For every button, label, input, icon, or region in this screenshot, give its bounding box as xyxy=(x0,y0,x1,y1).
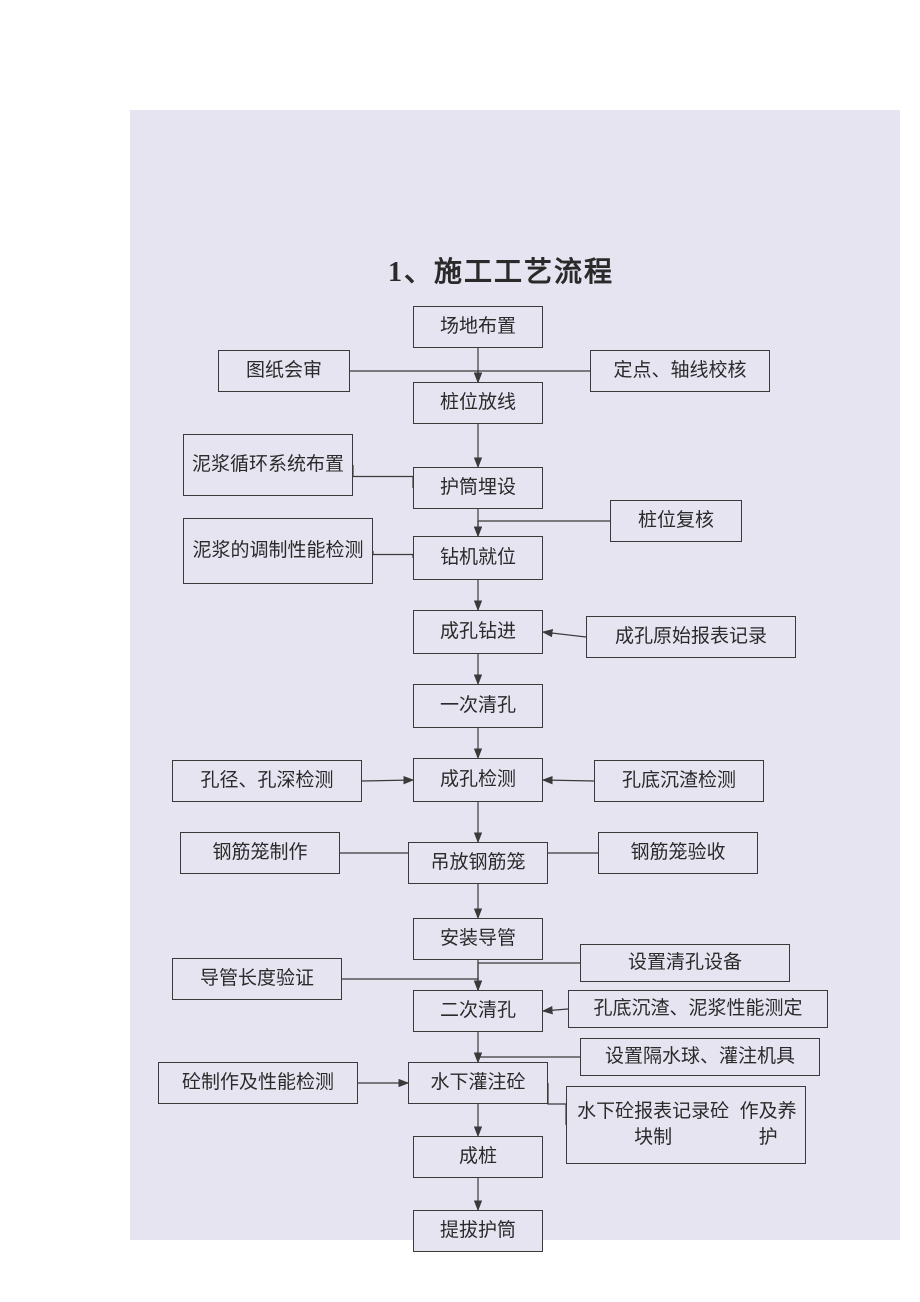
flow-node-n_drill: 成孔钻进 xyxy=(413,610,543,654)
flow-node-n_holecheck: 成孔检测 xyxy=(413,758,543,802)
flow-node-n_mudprop: 泥浆的调制性能检测 xyxy=(183,518,373,584)
flow-node-n_cageacc: 钢筋笼验收 xyxy=(598,832,758,874)
flow-node-n_pilecomp: 成桩 xyxy=(413,1136,543,1178)
flow-node-n_concprop: 砼制作及性能检测 xyxy=(158,1062,358,1104)
flow-node-n_cagemake: 钢筋笼制作 xyxy=(180,832,340,874)
flow-node-n_stakeout: 桩位放线 xyxy=(413,382,543,424)
flow-node-n_mudmeas: 孔底沉渣、泥浆性能测定 xyxy=(568,990,828,1028)
flow-node-n_fixcheck: 定点、轴线校核 xyxy=(590,350,770,392)
flow-node-n_casing: 护筒埋设 xyxy=(413,467,543,509)
flow-node-n_mudsys: 泥浆循环系统布置 xyxy=(183,434,353,496)
flow-node-n_clean2: 二次清孔 xyxy=(413,990,543,1032)
flow-node-n_cagedrop: 吊放钢筋笼 xyxy=(408,842,548,884)
flow-node-n_plug: 设置隔水球、灌注机具 xyxy=(580,1038,820,1076)
flow-node-n_drawrev: 图纸会审 xyxy=(218,350,350,392)
flow-node-n_rigpos: 钻机就位 xyxy=(413,536,543,580)
flow-node-n_pilerecheck: 桩位复核 xyxy=(610,500,742,542)
flow-node-n_sediment: 孔底沉渣检测 xyxy=(594,760,764,802)
flow-node-n_site: 场地布置 xyxy=(413,306,543,348)
flow-node-n_cleanequip: 设置清孔设备 xyxy=(580,944,790,982)
flow-node-n_clean1: 一次清孔 xyxy=(413,684,543,728)
flow-node-n_rawrec: 成孔原始报表记录 xyxy=(586,616,796,658)
flow-node-n_tremielen: 导管长度验证 xyxy=(172,958,342,1000)
flow-node-n_concrec: 水下砼报表记录砼块制作及养护 xyxy=(566,1086,806,1164)
diagram-title: 1、施工工艺流程 xyxy=(388,250,614,290)
flow-node-n_diadep: 孔径、孔深检测 xyxy=(172,760,362,802)
flow-node-n_pour: 水下灌注砼 xyxy=(408,1062,548,1104)
flow-node-n_pullcasing: 提拔护筒 xyxy=(413,1210,543,1252)
flow-node-n_tremie: 安装导管 xyxy=(413,918,543,960)
